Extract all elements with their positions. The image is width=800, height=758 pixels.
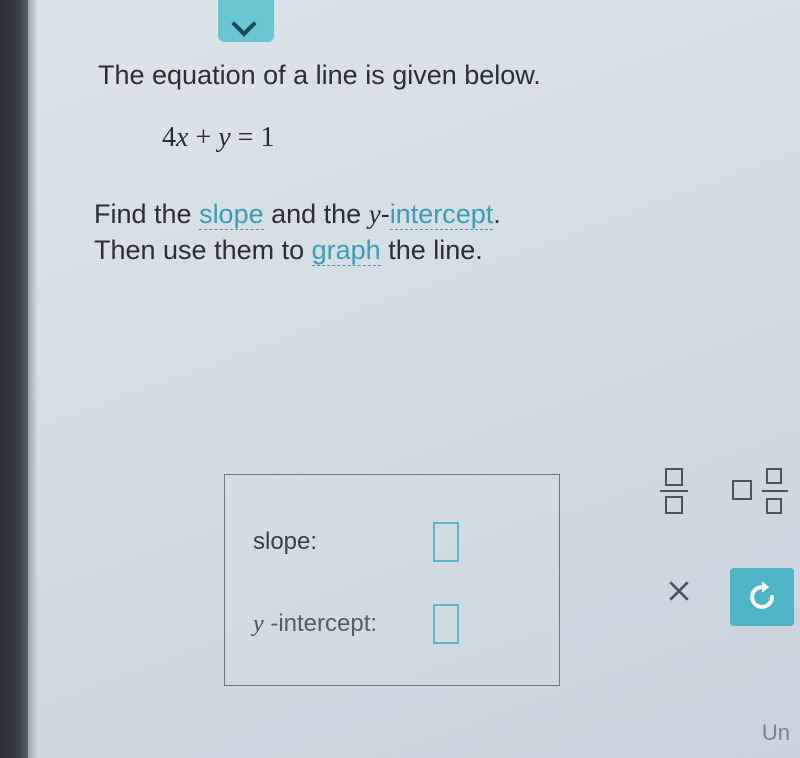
fraction-denominator-icon (665, 496, 683, 514)
var-y: y (218, 122, 230, 153)
footer-partial-text: Un (762, 720, 790, 746)
var-x: x (176, 122, 188, 153)
y-intercept-label: y -intercept: (253, 610, 433, 638)
text-dash: - (381, 199, 390, 229)
text-period1: . (493, 199, 501, 229)
term-intercept-link[interactable]: intercept (390, 199, 494, 230)
question-panel: The equation of a line is given below. 4… (38, 0, 800, 758)
op-plus: + (195, 122, 211, 153)
slope-row: slope: (253, 501, 539, 583)
text-period2: the line. (381, 235, 483, 265)
slope-label: slope: (253, 528, 433, 556)
term-graph-link[interactable]: graph (312, 235, 381, 266)
fraction-bar-icon (660, 490, 688, 492)
text-and: and the (264, 199, 369, 229)
coef-a: 4 (162, 122, 176, 153)
window-frame-left (0, 0, 28, 758)
mixed-denominator-icon (766, 498, 782, 514)
op-equals: = (238, 122, 254, 153)
prompt-instructions: Find the slope and the y-intercept. Then… (94, 196, 501, 269)
var-y-italic: y (369, 199, 381, 229)
slope-input[interactable] (433, 522, 459, 562)
mixed-whole-icon (732, 480, 752, 500)
tool-row-actions (650, 568, 800, 626)
y-intercept-input[interactable] (433, 604, 459, 644)
x-icon (666, 578, 692, 604)
collapse-button[interactable] (218, 0, 274, 42)
mixed-numerator-icon (766, 468, 782, 484)
y-var-label: y (253, 611, 264, 637)
equation-display: 4x + y = 1 (162, 122, 274, 154)
reset-button[interactable] (730, 568, 794, 626)
answer-box: slope: y -intercept: (224, 474, 560, 686)
reset-icon (745, 580, 779, 614)
intercept-text: -intercept: (264, 610, 377, 637)
clear-button[interactable] (656, 568, 702, 614)
rhs-value: 1 (260, 122, 274, 153)
text-find: Find the (94, 199, 199, 229)
term-slope-link[interactable]: slope (199, 199, 264, 230)
tool-row-formats (650, 466, 800, 516)
text-then: Then use them to (94, 235, 312, 265)
y-intercept-row: y -intercept: (253, 583, 539, 665)
mixed-fraction-tool[interactable] (732, 466, 790, 516)
tool-panel (650, 466, 800, 626)
fraction-tool[interactable] (656, 466, 692, 516)
fraction-numerator-icon (665, 468, 683, 486)
window-frame-shadow (28, 0, 38, 758)
prompt-intro: The equation of a line is given below. (98, 60, 541, 91)
mixed-bar-icon (762, 490, 788, 492)
